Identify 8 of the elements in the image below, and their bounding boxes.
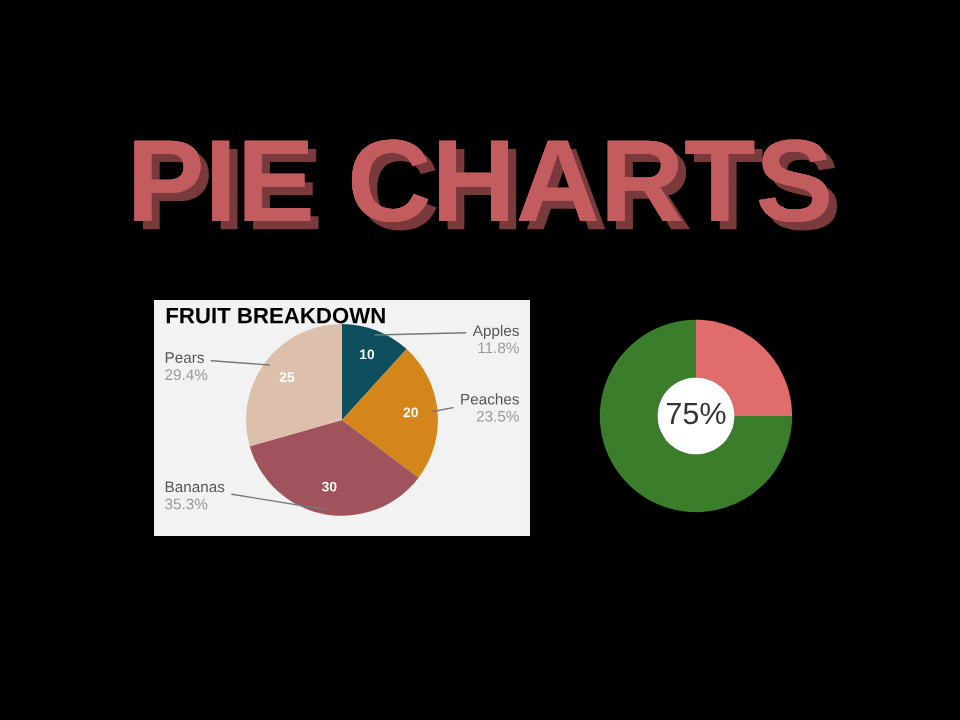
pie-slice [249, 419, 419, 516]
pie-slice [246, 324, 342, 447]
chart-title: FRUIT BREAKDOWN [166, 307, 385, 324]
text: PIE CHARTS [134, 139, 838, 231]
pie-slice [342, 324, 407, 420]
text: 75% [666, 402, 726, 425]
donut-slice [599, 319, 793, 513]
pie-slice [342, 349, 438, 478]
